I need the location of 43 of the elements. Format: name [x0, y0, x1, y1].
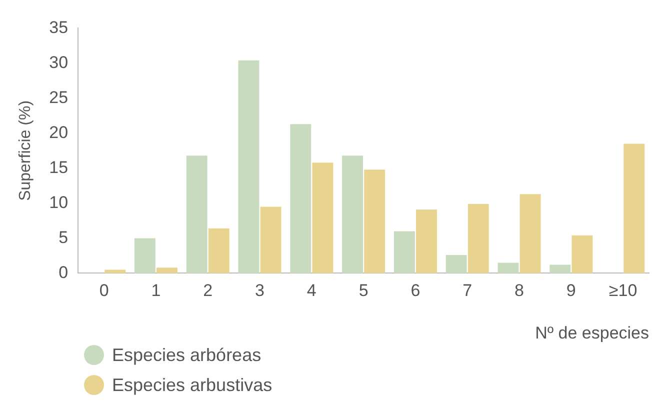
- x-tick-label: 8: [514, 281, 524, 300]
- x-tick-label: 3: [255, 281, 264, 300]
- bar: [186, 156, 208, 274]
- y-tick-label: 15: [49, 158, 68, 177]
- bar: [416, 210, 437, 274]
- bar: [468, 204, 489, 274]
- bar: [156, 268, 178, 274]
- x-tick-label: 0: [99, 281, 109, 300]
- x-tick-label: 6: [410, 281, 420, 300]
- x-axis-title: Nº de especies: [535, 323, 649, 342]
- y-tick-label: 20: [49, 122, 68, 142]
- bar: [260, 206, 282, 274]
- bar: [104, 270, 126, 274]
- bar: [312, 162, 334, 274]
- x-tick-label: 1: [151, 281, 161, 300]
- bar: [520, 194, 541, 274]
- y-tick-label: 35: [49, 18, 68, 37]
- y-tick-label: 0: [58, 262, 68, 282]
- x-tick-label: 4: [306, 281, 316, 300]
- bar: [498, 262, 519, 274]
- y-tick-label: 30: [49, 52, 68, 72]
- bar: [446, 255, 467, 274]
- legend-label: Especies arbóreas: [112, 344, 262, 366]
- x-tick-label: 9: [566, 281, 576, 300]
- y-tick-label: 5: [58, 228, 68, 247]
- bar: [238, 60, 260, 274]
- x-tick-label: 7: [462, 281, 472, 300]
- y-axis-title: Superficie (%): [17, 100, 34, 201]
- x-tick-label: ≥10: [608, 281, 638, 300]
- x-tick-label: 2: [203, 281, 213, 300]
- bar: [572, 235, 593, 274]
- bar: [342, 156, 364, 274]
- bar: [364, 170, 386, 274]
- bar: [290, 124, 312, 274]
- legend-label: Especies arbustivas: [112, 374, 272, 396]
- bar: [394, 231, 415, 274]
- x-tick-label: 5: [358, 281, 368, 300]
- bar: [550, 264, 571, 274]
- bar: [134, 238, 156, 274]
- y-tick-label: 10: [49, 192, 68, 212]
- bar: [208, 228, 230, 274]
- bar: [624, 144, 645, 274]
- y-tick-label: 25: [49, 88, 68, 107]
